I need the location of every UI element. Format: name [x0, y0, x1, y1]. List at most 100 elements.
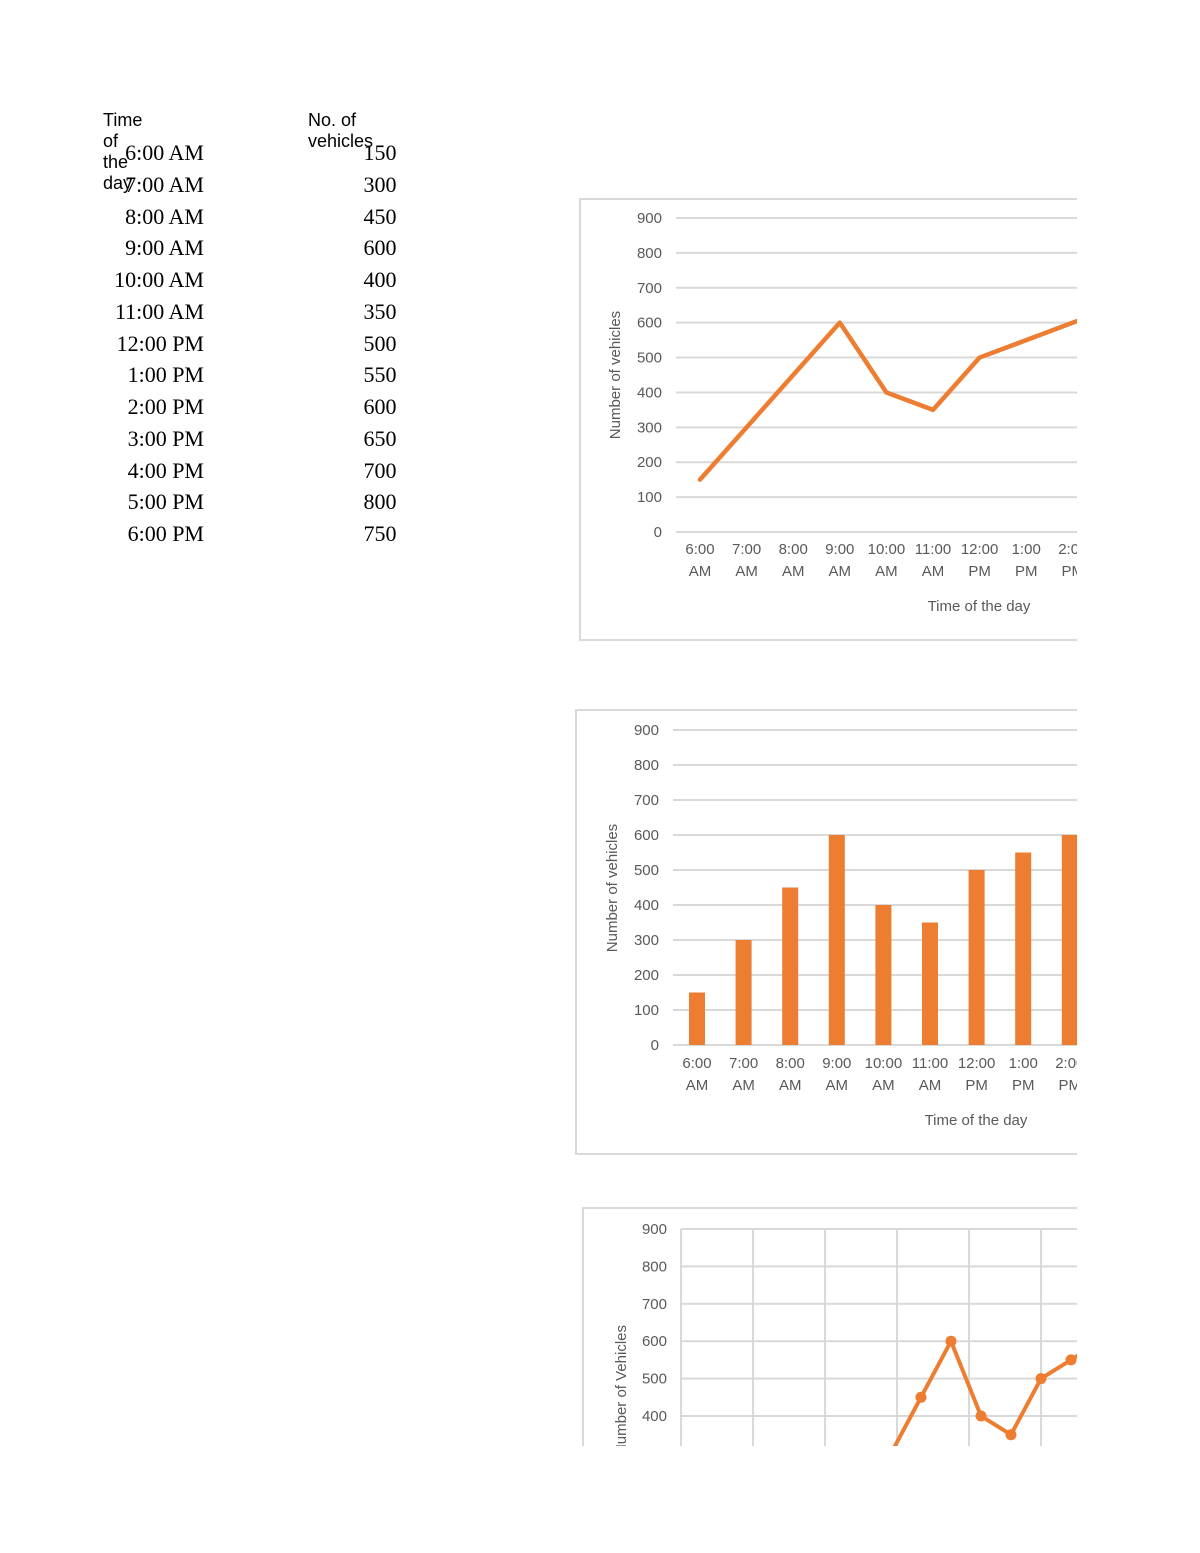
y-tick-label: 0: [654, 524, 662, 541]
data-point: [945, 1335, 957, 1347]
y-tick-label: 900: [637, 210, 662, 227]
line-chart: 0 100 200 300 400 500 600 700 800 900 Number of ve…: [579, 198, 1180, 641]
x-tick-label-part: 5:00: [1195, 1055, 1200, 1072]
x-tick-label: 11:00 AM: [912, 1055, 948, 1094]
x-tick-label: 7:00 AM: [732, 541, 761, 580]
x-tick-label: 10:00 AM: [868, 541, 906, 580]
y-tick-label: 600: [637, 315, 662, 332]
y-tick-label: 500: [642, 1371, 667, 1388]
y-tick-label: 100: [637, 489, 662, 506]
bar: [782, 887, 799, 1045]
cell-vehicles: 700: [363, 457, 397, 483]
y-tick-label: 400: [637, 384, 662, 401]
cell-time: 11:00 AM: [114, 298, 204, 324]
x-tick-label: 1:00 PM: [1012, 541, 1041, 580]
bar: [922, 922, 938, 1045]
cell-time: 6:00 AM: [125, 140, 204, 165]
header-time: Time of the day: [103, 110, 143, 193]
cell-vehicles: 750: [363, 521, 397, 546]
cell-vehicles: 600: [363, 235, 397, 261]
x-tick-label: 1:00 PM: [1009, 1055, 1038, 1094]
x-tick-label: 11:00 AM: [915, 541, 951, 580]
x-tick-label-part: 9:00: [822, 1055, 851, 1072]
data-point: [1185, 1261, 1196, 1272]
y-tick-label: 500: [637, 350, 662, 367]
cell-vehicles: 150: [363, 140, 397, 165]
cell-time: 1:00 PM: [127, 362, 204, 388]
x-tick-label: 12:00 PM: [958, 1055, 996, 1094]
x-tick-label-part: AM: [872, 1077, 895, 1094]
bar: [1061, 835, 1077, 1045]
x-tick-label-part: 1:00: [1012, 541, 1041, 558]
x-axis-title: Time of the day: [925, 1112, 1028, 1129]
chart-border: [575, 709, 1077, 1155]
y-axis-title: Number of vehicles: [604, 824, 621, 952]
bar: [1155, 800, 1171, 1045]
x-tick-label-part: 7:00: [729, 1055, 758, 1072]
bar: [875, 905, 892, 1045]
x-tick-label: 10:00 AM: [865, 1055, 903, 1094]
x-tick-label-part: 8:00: [776, 1055, 805, 1072]
x-tick-label-part: 3:00: [1105, 541, 1134, 558]
x-tick-label-part: PM: [1015, 563, 1038, 580]
cell-vehicles: 800: [363, 489, 397, 515]
x-tick-label-part: PM: [1012, 1077, 1035, 1094]
x-tick-label: 2:00 PM: [1055, 1055, 1084, 1094]
data-point: [975, 1410, 987, 1422]
x-tick-label-part: 10:00: [865, 1055, 903, 1072]
data-point: [856, 1504, 867, 1515]
x-tick-label: 9:00 AM: [825, 541, 854, 580]
x-tick-label-part: AM: [829, 563, 852, 580]
cell-vehicles: 500: [363, 330, 397, 356]
x-tick-label: 6:00 AM: [685, 541, 714, 580]
cell-vehicles: 650: [363, 425, 397, 451]
cell-time: 5:00 PM: [127, 489, 204, 515]
x-tick-label: 8:00 AM: [776, 1055, 805, 1094]
bar: [1108, 818, 1124, 1046]
cell-time: 4:00 PM: [127, 457, 204, 483]
y-tick-label: 600: [642, 1333, 667, 1350]
x-tick-label-part: 9:00: [825, 541, 854, 558]
header-vehicles: No. of vehicles: [308, 110, 374, 151]
x-tick-label-part: PM: [1062, 563, 1085, 580]
y-tick-label: 200: [634, 967, 659, 984]
data-point: [1095, 1336, 1106, 1347]
data-point: [1156, 1298, 1167, 1309]
x-tick-label: 4:00 PM: [1151, 541, 1180, 580]
y-tick-label: 300: [634, 932, 659, 949]
bar: [828, 835, 845, 1045]
y-tick-label: 800: [642, 1258, 667, 1275]
x-tick-label-part: AM: [875, 563, 898, 580]
x-tick-label-part: PM: [1059, 1077, 1082, 1094]
x-tick-label: 3:00 PM: [1105, 541, 1134, 580]
x-tick-label: 7:00 AM: [729, 1055, 758, 1094]
x-tick-label: 6:00 AM: [682, 1055, 711, 1094]
x-tick-label: 2:00 PM: [1058, 541, 1087, 580]
y-tick-label: 700: [637, 280, 662, 297]
x-tick-label-part: 12:00: [958, 1055, 996, 1072]
x-tick-label-part: AM: [689, 563, 712, 580]
x-tick-label-part: 7:00: [732, 541, 761, 558]
cell-time: 3:00 PM: [127, 425, 204, 451]
x-tick-label-part: AM: [686, 1077, 709, 1094]
bar: [968, 870, 985, 1045]
x-tick-label-part: AM: [782, 563, 805, 580]
cell-time: 8:00 AM: [125, 203, 204, 229]
y-tick-label: 500: [634, 862, 659, 879]
y-axis-title: Number of vehicles: [607, 311, 624, 439]
data-point: [886, 1448, 897, 1459]
y-tick-label: 700: [642, 1296, 667, 1313]
chart-border: [582, 1207, 1077, 1446]
bar-chart: 0 100 200 300 400 500 600 700 800 900 Number of ve…: [575, 709, 1200, 1155]
series-line: [697, 318, 1077, 482]
x-tick-label-part: 3:00: [1102, 1055, 1131, 1072]
y-tick-label: 900: [642, 1221, 667, 1238]
cell-vehicles: 300: [363, 171, 397, 197]
y-tick-label: 100: [634, 1002, 659, 1019]
x-axis-title: Time of the day: [928, 598, 1031, 615]
x-tick-label-part: 12:00: [961, 541, 999, 558]
x-tick-label: 4:00 PM: [1148, 1055, 1177, 1094]
cell-vehicles: 450: [363, 203, 397, 229]
